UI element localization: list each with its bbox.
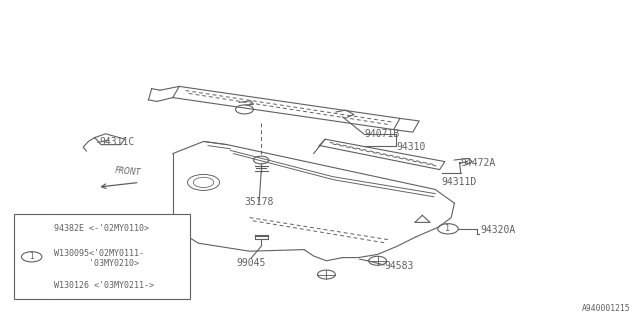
Text: 99045: 99045	[237, 258, 266, 268]
Text: W130095<'02MY0111-: W130095<'02MY0111-	[54, 249, 144, 258]
Text: 94311D: 94311D	[442, 177, 477, 188]
Text: 94071B: 94071B	[365, 129, 400, 140]
Text: 1: 1	[29, 252, 34, 261]
Text: W130126 <'03MY0211->: W130126 <'03MY0211->	[54, 281, 154, 290]
Text: A940001215: A940001215	[582, 304, 630, 313]
Text: 94311C: 94311C	[99, 137, 134, 148]
Text: 35178: 35178	[244, 196, 274, 207]
FancyBboxPatch shape	[14, 214, 190, 299]
Text: FRONT: FRONT	[115, 166, 141, 178]
Text: '03MY0210>: '03MY0210>	[54, 259, 139, 268]
Text: 94382E <-'02MY0110>: 94382E <-'02MY0110>	[54, 224, 148, 233]
Text: 1: 1	[445, 224, 451, 233]
Text: 94472A: 94472A	[461, 158, 496, 168]
Text: 94310: 94310	[397, 142, 426, 152]
Text: 94320A: 94320A	[480, 225, 515, 236]
Text: 94583: 94583	[384, 261, 413, 271]
